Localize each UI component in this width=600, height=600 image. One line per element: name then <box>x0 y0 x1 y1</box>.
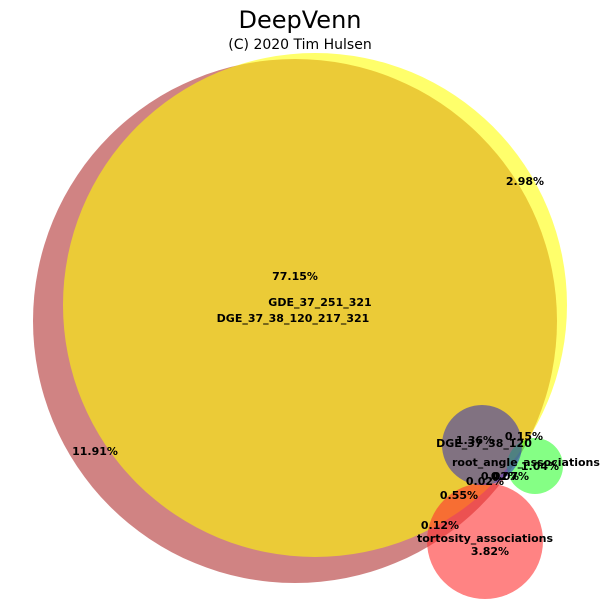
label-set-dge-37-38-120-217-321: DGE_37_38_120_217_321 <box>217 312 370 325</box>
label-set-root-angle-associations: root_angle_associations <box>452 456 600 469</box>
set-circle-tortosity-associations <box>427 483 543 599</box>
label-gde-only-percent: 2.98% <box>506 175 544 188</box>
label-overlap-c3-percent: 0.07% <box>491 470 529 483</box>
diagram-subtitle: (C) 2020 Tim Hulsen <box>228 37 372 53</box>
label-tort-percent: 3.82% <box>471 545 509 558</box>
label-tort-left-percent: 0.12% <box>421 519 459 532</box>
label-dge120-a-percent: 1.36% <box>456 434 494 447</box>
label-mid-percent: 0.55% <box>440 489 478 502</box>
label-overlap-c2-percent: 0.02% <box>466 475 504 488</box>
set-circle-gde-37-251-321 <box>63 53 567 557</box>
label-overlap-c1-percent: 0.02% <box>481 470 519 483</box>
label-set-tortosity-associations: tortosity_associations <box>417 532 554 545</box>
label-core-percent: 77.15% <box>272 270 318 283</box>
set-circle-dge-37-38-120 <box>442 405 522 485</box>
label-set-gde-37-251-321: GDE_37_251_321 <box>268 296 371 309</box>
label-dge-only-percent: 11.91% <box>72 445 118 458</box>
diagram-title: DeepVenn <box>238 6 362 34</box>
label-set-dge-37-38-120: DGE_37_38_120 <box>436 437 532 450</box>
label-dge120-b-percent: 0.15% <box>505 430 543 443</box>
label-root-percent: 1.04% <box>521 460 559 473</box>
